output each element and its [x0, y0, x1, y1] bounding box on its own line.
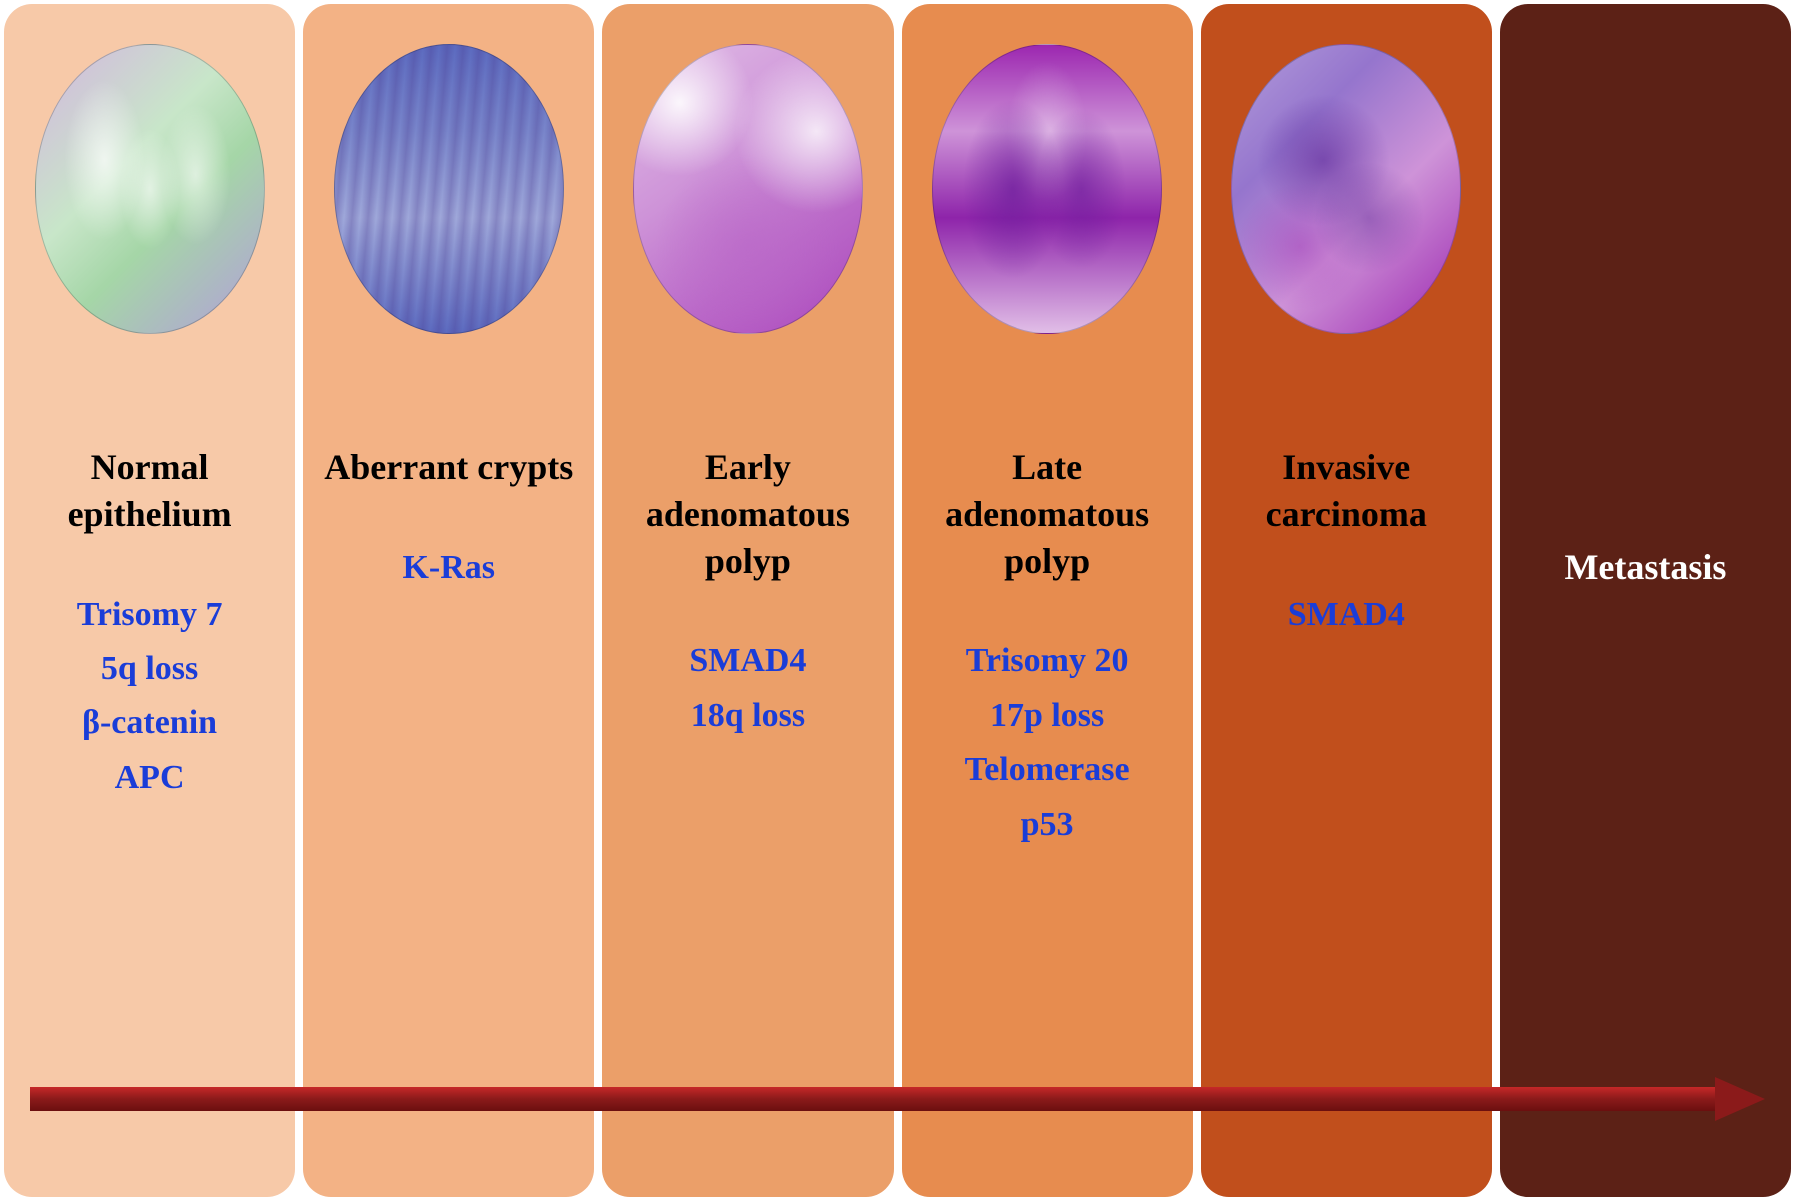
stage-title: Invasive carcinoma — [1221, 444, 1472, 538]
mutation-item: p53 — [965, 798, 1130, 852]
stage-title: Normal epithelium — [24, 444, 275, 538]
mutations-list: K-Ras — [402, 541, 495, 595]
stage-title: Early adenomatous polyp — [622, 444, 873, 584]
stage-title: Aberrant crypts — [324, 444, 573, 491]
mutations-list: SMAD418q loss — [689, 634, 806, 743]
mutation-item: Trisomy 20 — [965, 634, 1130, 688]
progression-diagram: Normal epithelium Trisomy 75q lossβ-caten… — [0, 0, 1795, 1201]
stage-1: Aberrant crypts K-Ras — [303, 4, 594, 1197]
mutation-item: Telomerase — [965, 743, 1130, 797]
stage-title: Late adenomatous polyp — [922, 444, 1173, 584]
mutations-list: Trisomy 75q lossβ-cateninAPC — [77, 588, 223, 806]
stage-2: Early adenomatous polyp SMAD418q loss — [602, 4, 893, 1197]
progression-arrow — [30, 1077, 1765, 1121]
mutation-item: 5q loss — [77, 642, 223, 696]
mutation-item: β-catenin — [77, 696, 223, 750]
histology-image-2 — [633, 44, 863, 334]
mutations-list: Trisomy 2017p lossTelomerasep53 — [965, 634, 1130, 852]
stage-4: Invasive carcinoma SMAD4 — [1201, 4, 1492, 1197]
mutation-item: K-Ras — [402, 541, 495, 595]
arrow-head-icon — [1715, 1077, 1765, 1121]
mutation-item: Trisomy 7 — [77, 588, 223, 642]
stage-5: Metastasis — [1500, 4, 1791, 1197]
histology-image-3 — [932, 44, 1162, 334]
stage-3: Late adenomatous polyp Trisomy 2017p loss… — [902, 4, 1193, 1197]
mutations-list: SMAD4 — [1288, 588, 1405, 642]
mutation-item: 18q loss — [689, 689, 806, 743]
stage-title: Metastasis — [1564, 544, 1726, 591]
stage-0: Normal epithelium Trisomy 75q lossβ-caten… — [4, 4, 295, 1197]
mutation-item: 17p loss — [965, 689, 1130, 743]
mutation-item: SMAD4 — [1288, 588, 1405, 642]
histology-image-1 — [334, 44, 564, 334]
mutation-item: APC — [77, 751, 223, 805]
histology-image-4 — [1231, 44, 1461, 334]
arrow-shaft — [30, 1087, 1725, 1111]
histology-image-0 — [35, 44, 265, 334]
mutation-item: SMAD4 — [689, 634, 806, 688]
